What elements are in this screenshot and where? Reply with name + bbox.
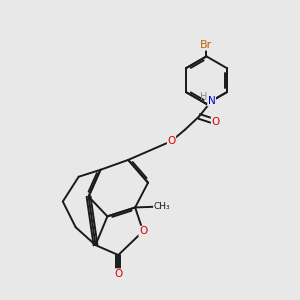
Text: O: O — [114, 269, 122, 279]
Text: O: O — [211, 117, 220, 127]
Text: H: H — [200, 92, 207, 102]
Text: CH₃: CH₃ — [154, 202, 170, 211]
Text: O: O — [167, 136, 175, 146]
Text: Br: Br — [200, 40, 213, 50]
Text: O: O — [139, 226, 147, 236]
Text: N: N — [208, 96, 215, 106]
